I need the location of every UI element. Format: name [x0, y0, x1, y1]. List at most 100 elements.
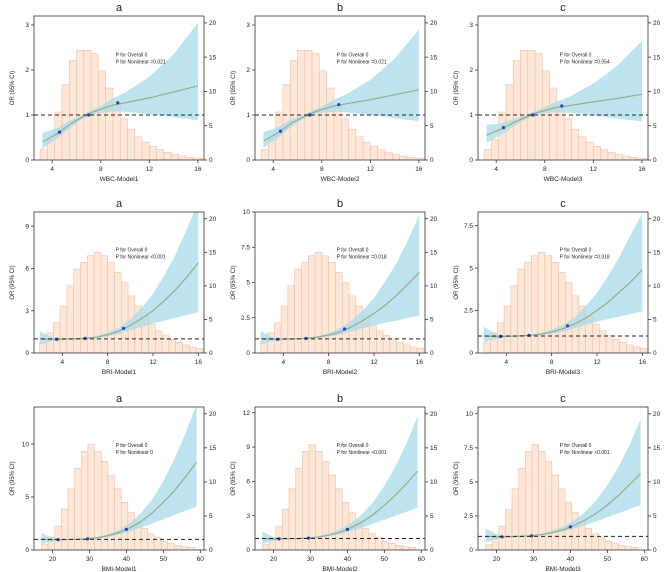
histogram-bar: [81, 451, 89, 550]
y-tick-label: 1: [25, 112, 29, 119]
panel-title: a: [116, 2, 123, 14]
x-tick-label: 8: [320, 166, 324, 173]
y2-tick-label: 10: [209, 89, 217, 96]
x-tick-label: 12: [590, 166, 598, 173]
histogram-bar: [156, 149, 165, 160]
y2-tick-label: 10: [430, 283, 438, 290]
knot-point: [121, 326, 126, 330]
p-overall-annotation: P for Overall 0: [337, 52, 369, 58]
confidence-band: [485, 419, 641, 543]
y2-tick-label: 20: [653, 20, 661, 27]
histogram-bar: [518, 468, 526, 550]
histogram-bar: [618, 544, 626, 550]
y-tick-label: 2.5: [464, 308, 473, 315]
y-tick-label: 9: [25, 223, 29, 230]
histogram-bar: [619, 342, 627, 353]
x-tick-label: 30: [530, 556, 538, 563]
y2-tick-label: 5: [653, 123, 657, 130]
y2-tick-label: 0: [430, 350, 434, 357]
histogram-bar: [584, 527, 593, 550]
histogram-bar: [551, 262, 559, 353]
x-tick-label: 30: [307, 556, 315, 563]
histogram-bar: [149, 146, 157, 160]
x-tick-label: 8: [106, 359, 110, 366]
y-tick-label: 7.5: [464, 445, 473, 452]
histogram-bar: [406, 157, 415, 160]
histogram-bar: [288, 488, 296, 550]
x-axis-label: BRI-Model1: [102, 369, 137, 376]
x-tick-label: 60: [197, 556, 205, 563]
y-tick-label: 3: [25, 308, 29, 315]
plot-area: [39, 212, 204, 353]
x-axis-label: BRI-Model3: [546, 369, 581, 376]
histogram-bar: [605, 335, 614, 353]
histogram-bar: [531, 255, 539, 353]
histogram-bar: [381, 540, 390, 550]
histogram-bar: [403, 344, 411, 353]
panel-title: b: [337, 198, 343, 210]
y2-tick-label: 5: [209, 123, 213, 130]
histogram-bar: [41, 544, 49, 550]
y-tick-label: 0: [25, 547, 29, 554]
x-tick-label: 4: [282, 359, 286, 366]
x-axis-label: WBC-Model2: [321, 176, 360, 183]
y2-tick-label: 0: [209, 157, 213, 164]
y-tick-label: 5: [469, 479, 473, 486]
y2-tick-label: 0: [209, 350, 213, 357]
histogram-bar: [74, 468, 82, 550]
y2-tick-label: 10: [653, 89, 661, 96]
histogram-bar: [90, 53, 99, 160]
x-axis-label: BRI-Model2: [323, 369, 358, 376]
y2-tick-label: 5: [209, 513, 213, 520]
or-curve: [486, 93, 642, 136]
y2-tick-label: 0: [653, 547, 657, 554]
knot-point: [57, 130, 62, 134]
histogram-bar: [174, 544, 182, 550]
histogram-bar: [282, 508, 290, 550]
histogram-bar: [388, 542, 396, 550]
histogram-bar: [593, 146, 601, 160]
histogram-bar: [119, 118, 128, 160]
y-tick-label: 0: [25, 350, 29, 357]
histogram-bar: [599, 330, 607, 353]
x-tick-label: 50: [604, 556, 612, 563]
y-tick-label: 0: [246, 157, 250, 164]
histogram-bar: [355, 136, 364, 160]
y2-tick-label: 20: [430, 216, 438, 223]
histogram-bar: [362, 141, 371, 160]
knot-point: [529, 534, 534, 538]
knot-point: [87, 113, 91, 117]
y2-tick-label: 10: [653, 283, 661, 290]
histogram-bar: [376, 330, 384, 353]
x-tick-label: 16: [415, 166, 423, 173]
histogram-bar: [626, 344, 634, 353]
confidence-band: [39, 212, 199, 345]
histogram-bar: [287, 285, 295, 353]
y-tick-label: 12: [243, 410, 251, 417]
plot-area: [260, 214, 425, 353]
y-axis-label: OR (95% CI): [231, 265, 237, 299]
histogram-bar: [112, 104, 121, 160]
histogram-bar: [178, 155, 187, 160]
confidence-band: [41, 407, 197, 545]
knot-point: [345, 527, 349, 532]
x-tick-label: 4: [505, 359, 509, 366]
histogram-bar: [421, 158, 425, 160]
histogram-bar: [544, 255, 552, 353]
histogram-bar: [361, 527, 370, 550]
panel-title: c: [560, 393, 566, 405]
y-tick-label: 7.5: [241, 244, 250, 251]
histogram-bar: [280, 305, 289, 353]
histogram-bar: [563, 118, 572, 160]
y-tick-label: 3: [469, 22, 473, 29]
histogram-bar: [607, 152, 616, 160]
y-axis-label: OR (95% CI): [231, 71, 237, 105]
x-tick-label: 40: [344, 556, 352, 563]
y2-tick-label: 0: [209, 547, 213, 554]
y-axis-label: OR (95% CI): [10, 71, 16, 105]
histogram-bar: [585, 141, 594, 160]
y2-tick-label: 10: [209, 283, 217, 290]
confidence-band: [262, 416, 418, 544]
y2-tick-label: 20: [209, 216, 217, 223]
x-tick-label: 8: [543, 166, 547, 173]
